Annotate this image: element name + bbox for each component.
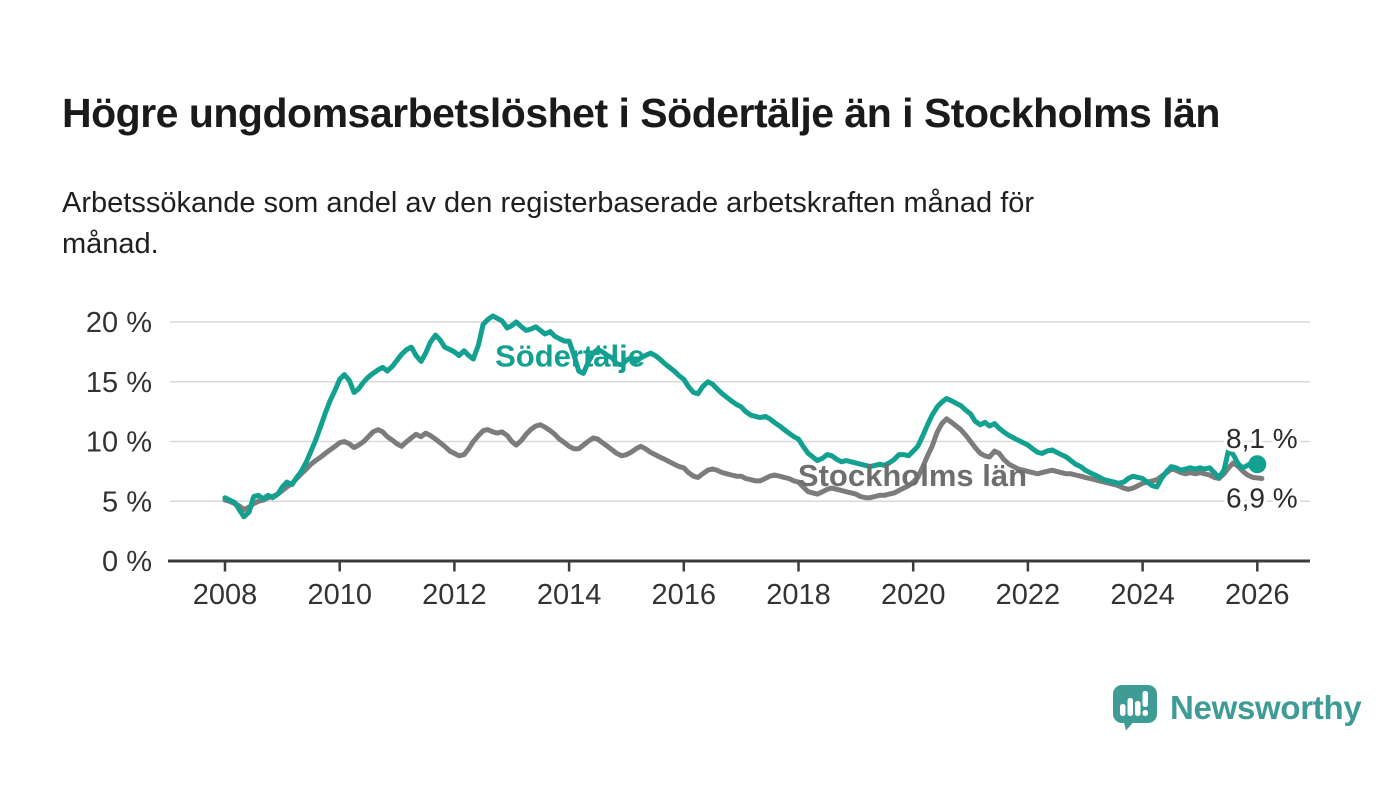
x-axis-labels: 2008 2010 2012 2014 2016 2018 2020 2022 2024 2026 [193,579,1290,611]
logo-bar-3 [1135,701,1141,716]
speech-bubble-icon [1113,685,1157,731]
y-tick-label-0: 0 % [102,546,152,578]
gridlines [170,321,1310,502]
x-tick-label-2020: 2020 [881,579,946,611]
x-tick-label-2024: 2024 [1110,579,1175,611]
series-line-stockholms-l-n [222,416,1265,513]
x-tick-label-2022: 2022 [996,579,1061,611]
y-tick-label-10: 10 % [86,427,152,459]
series-label-stockholms-l-n: Stockholms län [798,458,1027,493]
x-axis [168,559,1310,572]
x-tick-label-2012: 2012 [422,579,487,611]
y-tick-label-20: 20 % [86,307,152,339]
y-tick-label-5: 5 % [102,486,152,518]
logo-bar-1 [1120,704,1126,716]
y-tick-label-15: 15 % [86,367,152,399]
logo-bar-2 [1127,698,1133,716]
logo-exclamation-bar [1142,691,1148,707]
x-tick-label-2010: 2010 [307,579,372,611]
brand-name: Newsworthy [1170,688,1362,726]
page-title: Högre ungdomsarbetslöshet i Södertälje ä… [62,90,1220,137]
brand-footer: Newsworthy [1112,684,1362,731]
x-tick-label-2014: 2014 [537,579,602,611]
end-value-label-s-dert-lje: 8,1 % [1226,423,1298,454]
latest-value-dot-s-dert-lje [1248,455,1267,474]
series-label-s-dert-lje: Södertälje [495,338,645,373]
newsworthy-logo-icon [1113,685,1157,731]
chart-description: Arbetssökande som andel av den registerb… [62,187,1035,261]
logo-exclamation-dot [1142,710,1148,716]
y-axis-labels: 0 % 5 % 10 % 15 % 20 % [86,307,152,578]
end-value-label-stockholms-l-n: 6,9 % [1226,483,1298,514]
x-tick-label-2016: 2016 [652,579,717,611]
series-line-s-dert-lje [222,313,1260,520]
x-tick-label-2018: 2018 [766,579,831,611]
x-tick-label-2008: 2008 [193,579,258,611]
x-tick-label-2026: 2026 [1225,579,1290,611]
